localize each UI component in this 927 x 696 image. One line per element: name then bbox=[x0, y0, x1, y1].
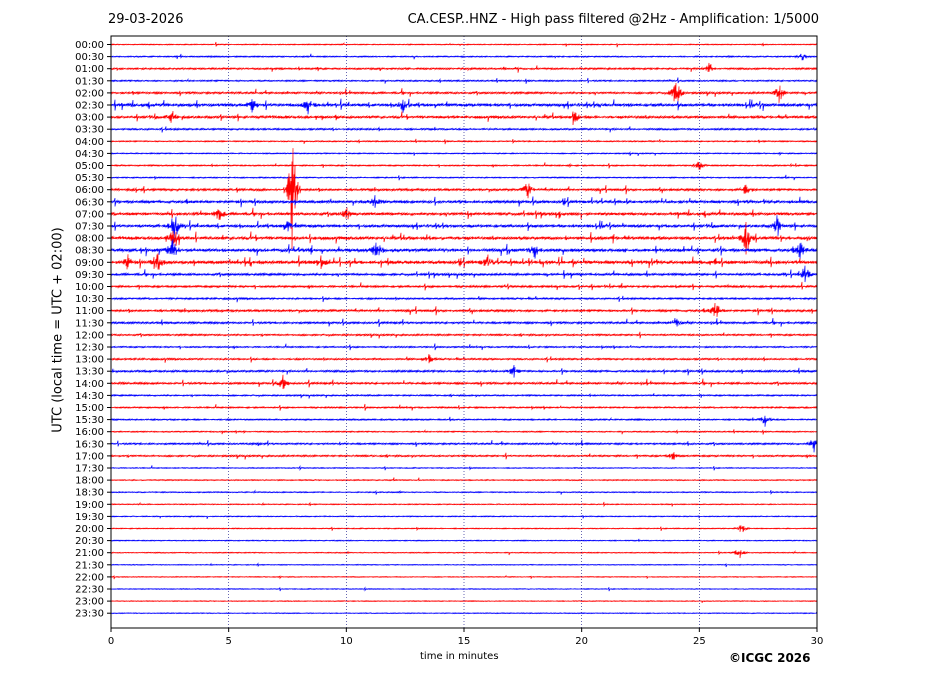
y-tick-label: 15:30 bbox=[75, 415, 104, 426]
y-tick-label: 07:00 bbox=[75, 209, 104, 220]
y-tick-label: 14:30 bbox=[75, 391, 104, 402]
trace-row-1500 bbox=[110, 403, 818, 411]
y-tick-label: 01:00 bbox=[75, 64, 104, 75]
grid-layer bbox=[228, 36, 700, 628]
trace-row-0200 bbox=[110, 82, 818, 103]
trace-row-0230 bbox=[110, 98, 818, 115]
y-tick-label: 19:30 bbox=[75, 512, 104, 523]
plot-frame bbox=[110, 35, 818, 629]
y-tick-label: 06:00 bbox=[75, 185, 104, 196]
trace-row-1430 bbox=[110, 393, 818, 399]
y-axis-label: UTC (local time = UTC + 02:00) bbox=[50, 227, 66, 433]
y-tick-label: 03:30 bbox=[75, 125, 104, 136]
trace-row-1700 bbox=[110, 452, 818, 460]
y-tick-label: 11:30 bbox=[75, 318, 104, 329]
trace-row-1400 bbox=[110, 374, 818, 390]
y-tick-label: 12:00 bbox=[75, 330, 104, 341]
y-tick-label: 07:30 bbox=[75, 222, 104, 233]
y-tick-label: 20:30 bbox=[75, 536, 104, 547]
copyright-text: ©ICGC 2026 bbox=[729, 651, 811, 665]
trace-row-2300 bbox=[110, 599, 818, 603]
y-tick-label: 17:30 bbox=[75, 464, 104, 475]
x-tick-label: 30 bbox=[811, 636, 824, 647]
trace-row-1230 bbox=[110, 343, 818, 351]
y-tick-label: 02:00 bbox=[75, 88, 104, 99]
y-tick-label: 14:00 bbox=[75, 379, 104, 390]
trace-row-0430 bbox=[110, 151, 818, 157]
y-tick-label: 06:30 bbox=[75, 197, 104, 208]
trace-row-1200 bbox=[110, 331, 818, 339]
y-tick-label: 05:00 bbox=[75, 161, 104, 172]
trace-row-1000 bbox=[110, 281, 818, 291]
y-tick-label: 09:00 bbox=[75, 258, 104, 269]
y-tick-label: 01:30 bbox=[75, 76, 104, 87]
chart-date: 29-03-2026 bbox=[108, 12, 184, 27]
trace-row-1130 bbox=[110, 318, 818, 327]
y-tick-label: 03:00 bbox=[75, 113, 104, 124]
y-tick-label: 17:00 bbox=[75, 451, 104, 462]
y-tick-label: 08:30 bbox=[75, 246, 104, 257]
y-tick-label: 23:00 bbox=[75, 597, 104, 608]
y-tick-label: 22:00 bbox=[75, 572, 104, 583]
y-tick-label: 18:00 bbox=[75, 476, 104, 487]
y-tick-label: 21:30 bbox=[75, 560, 104, 571]
trace-row-1330 bbox=[110, 364, 818, 378]
y-tick-label: 09:30 bbox=[75, 270, 104, 281]
trace-row-1030 bbox=[110, 295, 818, 303]
x-axis-label: time in minutes bbox=[420, 651, 499, 662]
y-tick-label: 16:30 bbox=[75, 439, 104, 450]
y-tick-label: 13:00 bbox=[75, 355, 104, 366]
x-tick-label: 0 bbox=[108, 636, 114, 647]
trace-row-2330 bbox=[110, 611, 818, 616]
y-tick-label: 13:30 bbox=[75, 367, 104, 378]
x-tick-label: 20 bbox=[575, 636, 588, 647]
y-tick-label: 20:00 bbox=[75, 524, 104, 535]
trace-row-0030 bbox=[110, 53, 818, 61]
y-tick-label: 16:00 bbox=[75, 427, 104, 438]
chart-title: CA.CESP..HNZ - High pass filtered @2Hz -… bbox=[407, 12, 819, 27]
y-tick-label: 08:00 bbox=[75, 234, 104, 245]
trace-row-0130 bbox=[110, 77, 818, 84]
y-tick-label: 00:00 bbox=[75, 40, 104, 51]
y-tick-label: 23:30 bbox=[75, 609, 104, 620]
y-tick-label: 12:30 bbox=[75, 343, 104, 354]
y-tick-label: 05:30 bbox=[75, 173, 104, 184]
y-tick-label: 22:30 bbox=[75, 585, 104, 596]
x-axis: 0 5 10 15 20 25 30 bbox=[108, 628, 824, 647]
x-tick-label: 15 bbox=[458, 636, 471, 647]
y-tick-label: 04:00 bbox=[75, 137, 104, 148]
trace-row-1300 bbox=[110, 354, 818, 364]
trace-row-0100 bbox=[110, 62, 818, 73]
trace-row-2230 bbox=[110, 586, 818, 592]
y-tick-label: 18:30 bbox=[75, 488, 104, 499]
y-tick-label: 10:30 bbox=[75, 294, 104, 305]
trace-row-2100 bbox=[110, 550, 818, 559]
x-tick-label: 5 bbox=[225, 636, 231, 647]
trace-row-1600 bbox=[110, 429, 818, 435]
trace-row-0000 bbox=[110, 41, 818, 48]
y-tick-label: 15:00 bbox=[75, 403, 104, 414]
trace-row-1730 bbox=[110, 464, 818, 472]
trace-row-1530 bbox=[110, 415, 818, 427]
y-tick-label: 02:30 bbox=[75, 101, 104, 112]
x-tick-label: 25 bbox=[693, 636, 706, 647]
y-tick-label: 10:00 bbox=[75, 282, 104, 293]
x-tick-label: 10 bbox=[340, 636, 353, 647]
trace-row-2130 bbox=[110, 562, 818, 568]
trace-row-0300 bbox=[110, 111, 818, 126]
y-tick-label: 11:00 bbox=[75, 306, 104, 317]
trace-layer bbox=[110, 41, 818, 616]
y-tick-label: 21:00 bbox=[75, 548, 104, 559]
y-tick-label: 00:30 bbox=[75, 52, 104, 63]
trace-row-0800 bbox=[110, 221, 818, 255]
y-tick-label: 19:00 bbox=[75, 500, 104, 511]
y-tick-label: 04:30 bbox=[75, 149, 104, 160]
trace-row-1100 bbox=[110, 302, 818, 317]
